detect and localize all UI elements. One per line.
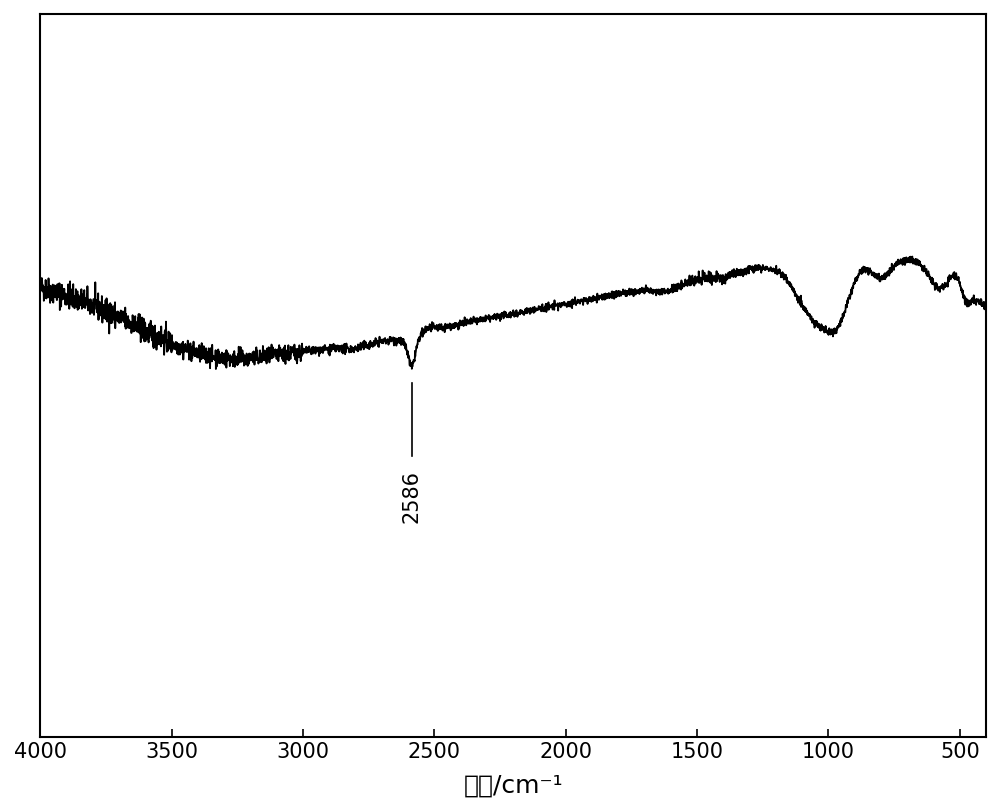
Text: 2586: 2586 bbox=[402, 470, 422, 523]
X-axis label: 波数/cm⁻¹: 波数/cm⁻¹ bbox=[463, 773, 563, 797]
